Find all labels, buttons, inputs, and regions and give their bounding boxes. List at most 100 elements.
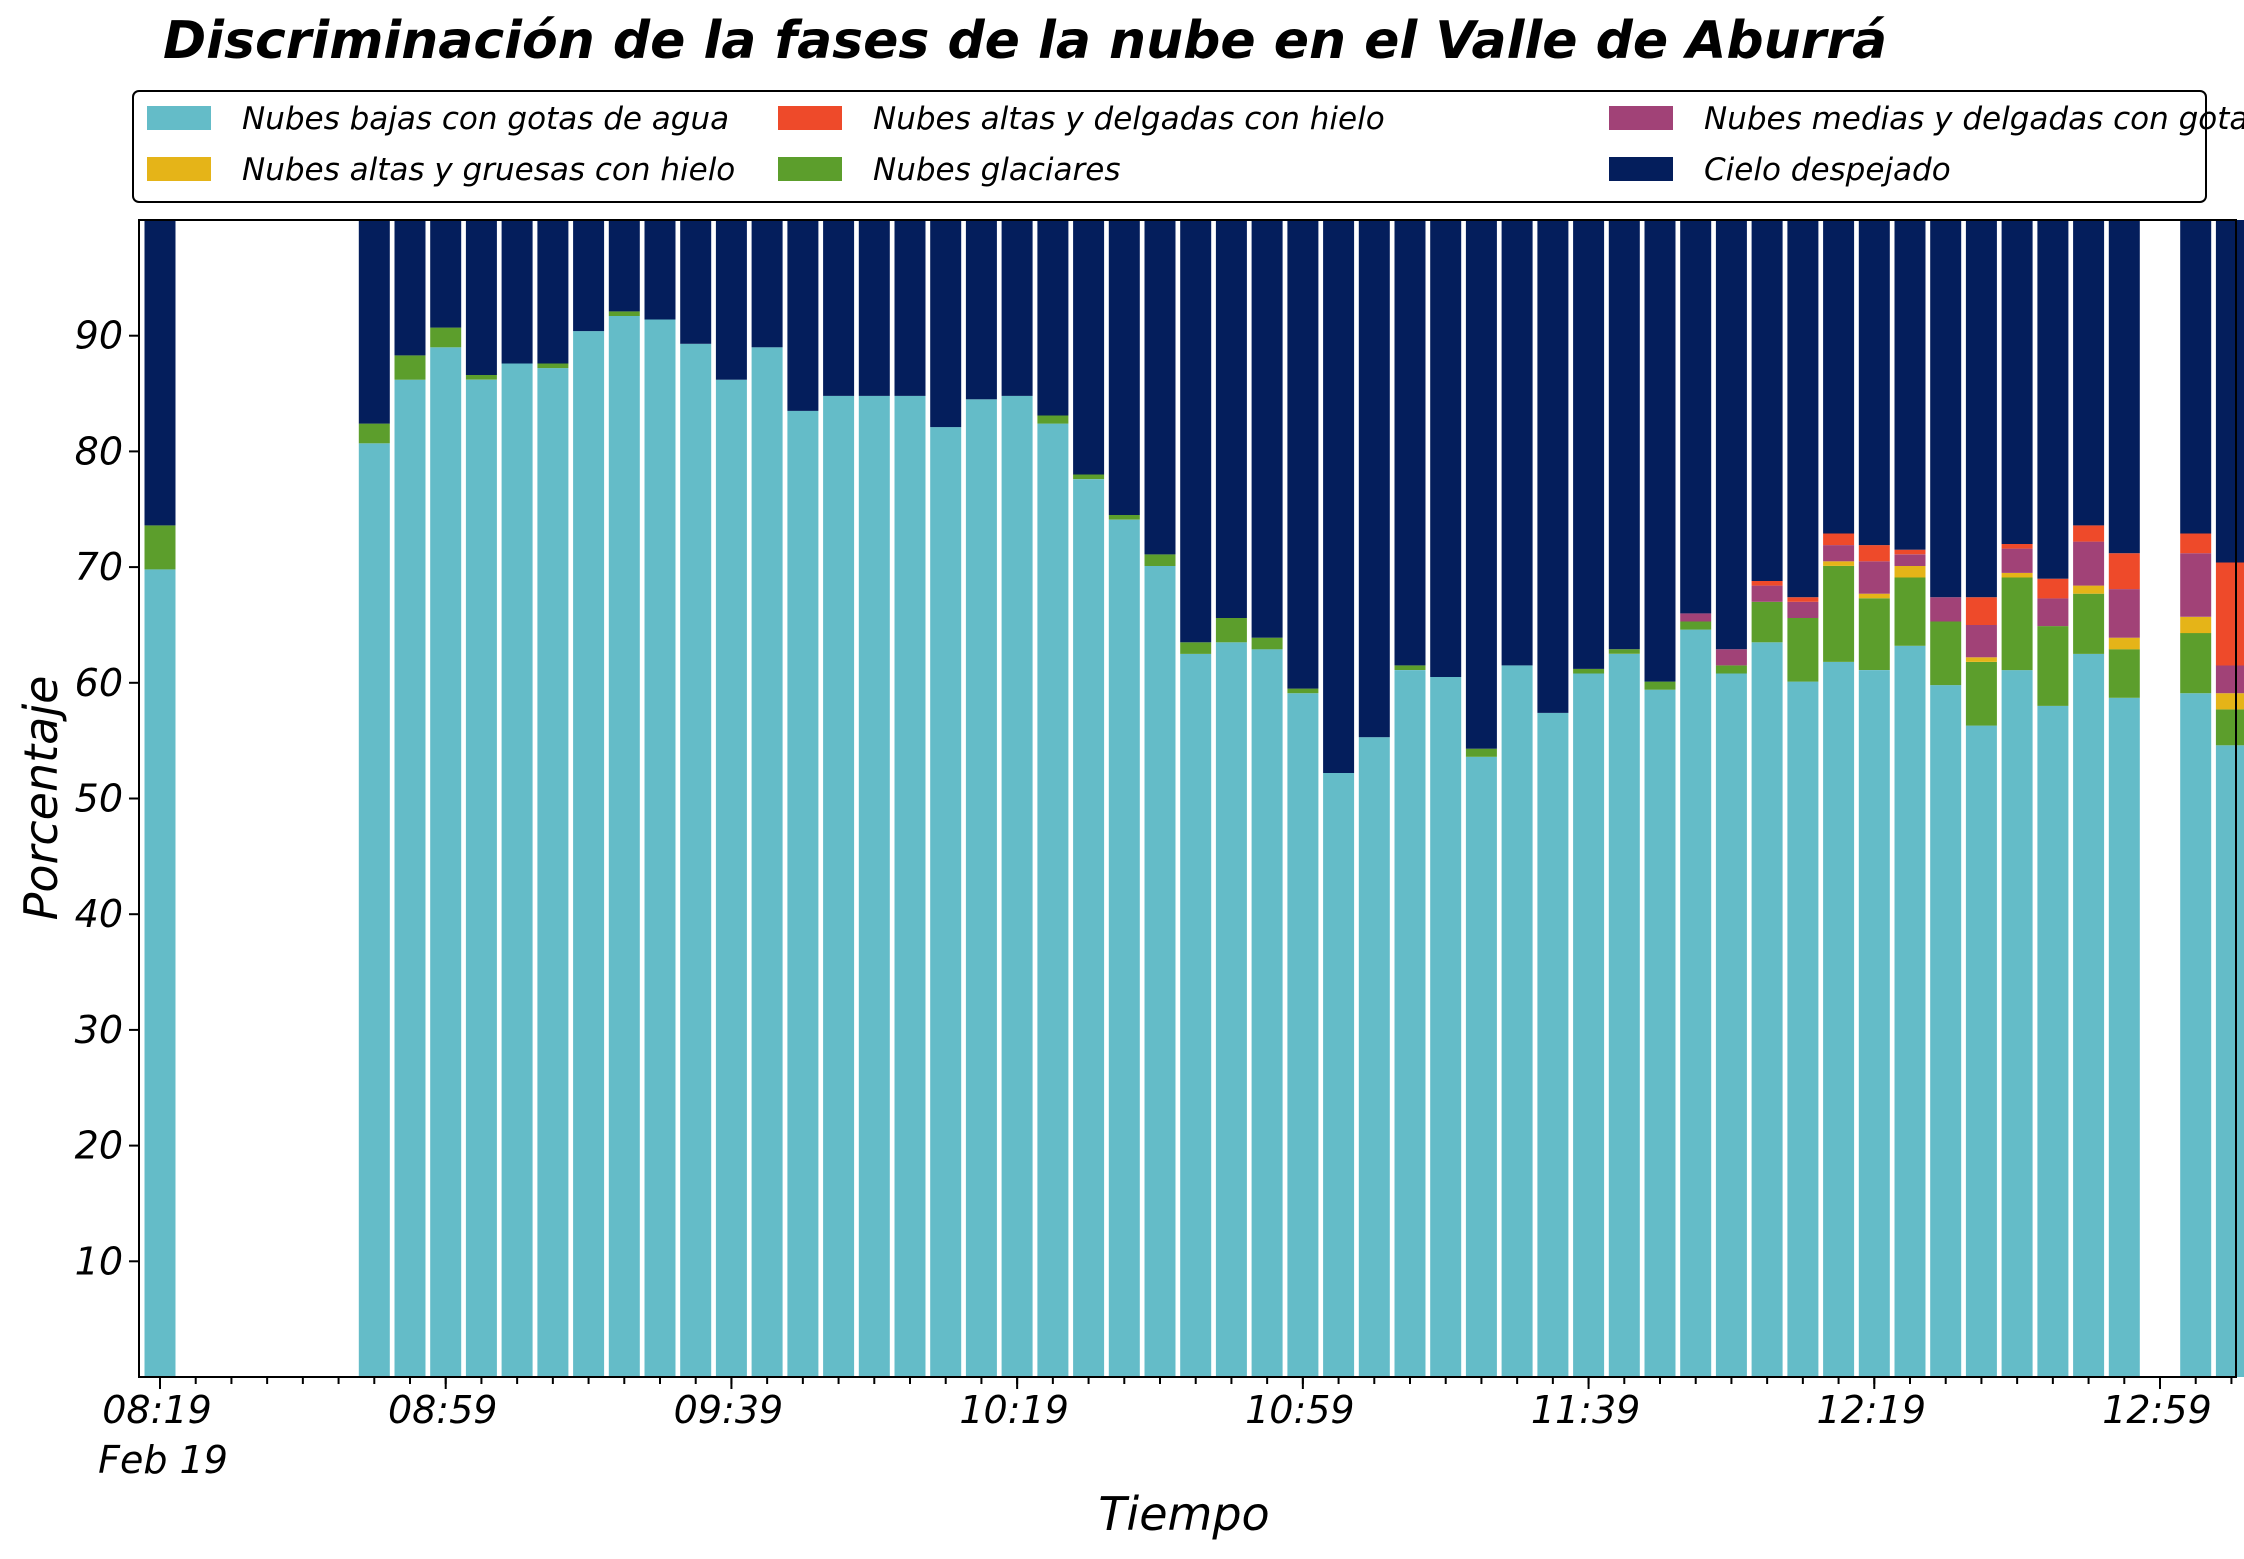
bar-segment-1039-s0 — [1144, 565, 1176, 1377]
bar-segment-0949-s5 — [787, 220, 819, 411]
x-axis: Feb 19 08:19 08:59 09:39 10:19 10:59 11:39 12:… — [98, 1377, 2233, 1482]
bar-segment-1044-s5 — [1180, 220, 1212, 643]
bar-segment-1244-s5 — [2037, 220, 2069, 579]
bar-segment-1204-s3 — [1751, 585, 1783, 602]
bar-segment-1234-s2 — [1965, 657, 1997, 662]
bar-segment-1219-s3 — [1858, 561, 1890, 594]
bar-segment-1309-s0 — [2215, 745, 2244, 1377]
bar-segment-1124-s5 — [1465, 220, 1497, 749]
legend-entry-label: Cielo despejado — [1704, 152, 1951, 188]
bar-segment-1224-s4 — [1894, 549, 1926, 555]
y-tick-label: 50 — [75, 777, 123, 821]
bar-segment-1254-s4 — [2108, 553, 2140, 590]
bar-segment-1049-s1 — [1215, 618, 1247, 643]
bar-segment-1204-s5 — [1751, 220, 1783, 581]
bar-segment-1029-s5 — [1073, 220, 1105, 475]
bar-segment-1044-s0 — [1180, 653, 1212, 1377]
bar-segment-1214-s3 — [1823, 545, 1855, 562]
bar-segment-0924-s0 — [608, 316, 640, 1377]
bar-segment-1054-s0 — [1251, 649, 1283, 1377]
bar-segment-1159-s1 — [1715, 665, 1747, 674]
bar-segment-1049-s5 — [1215, 220, 1247, 618]
bar-segment-0909-s5 — [501, 220, 533, 364]
bar-segment-0959-s0 — [858, 395, 890, 1377]
bar-segment-1139-s1 — [1573, 668, 1605, 674]
bar-segment-1154-s3 — [1680, 613, 1712, 622]
bar-segment-1254-s1 — [2108, 649, 2140, 698]
bar-segment-1004-s5 — [894, 220, 926, 396]
legend-swatch — [1609, 106, 1673, 130]
bar-segment-1309-s4 — [2215, 562, 2244, 666]
bar-segment-1249-s0 — [2073, 653, 2105, 1377]
legend-swatch — [778, 157, 842, 181]
bar-segment-1124-s1 — [1465, 748, 1497, 757]
legend-entry-label: Nubes bajas con gotas de agua — [242, 101, 729, 137]
bar-segment-0849-s0 — [358, 443, 390, 1377]
bar-segment-1239-s3 — [2001, 548, 2033, 573]
bar-segment-0849-s1 — [358, 423, 390, 444]
bar-segment-1019-s0 — [1001, 395, 1033, 1377]
bar-segment-0924-s1 — [608, 311, 640, 316]
bar-segment-1059-s5 — [1287, 220, 1319, 689]
legend-entry-label: Nubes glaciares — [873, 152, 1121, 188]
bar-segment-1309-s3 — [2215, 665, 2244, 694]
bar-segment-1234-s4 — [1965, 597, 1997, 625]
bar-segment-0819-s0 — [144, 569, 176, 1377]
bar-segment-1249-s1 — [2073, 593, 2105, 654]
bar-segment-1044-s1 — [1180, 642, 1212, 654]
bar-segment-1304-s4 — [2180, 533, 2212, 554]
bar-segment-1219-s5 — [1858, 220, 1890, 546]
bar-segment-1219-s4 — [1858, 545, 1890, 562]
bar-segment-1009-s5 — [930, 220, 962, 428]
bar-segment-1224-s2 — [1894, 565, 1926, 578]
bar-segment-1014-s0 — [965, 399, 997, 1377]
bar-segment-1229-s5 — [1930, 220, 1962, 598]
bar-segment-1004-s0 — [894, 395, 926, 1377]
bar-segment-1134-s0 — [1537, 712, 1569, 1377]
bar-segment-1209-s1 — [1787, 618, 1819, 682]
bar-segment-1134-s5 — [1537, 220, 1569, 713]
bar-segment-1039-s5 — [1144, 220, 1176, 555]
bar-segment-1214-s5 — [1823, 220, 1855, 534]
bar-segment-0919-s0 — [573, 331, 605, 1378]
bar-segment-1234-s3 — [1965, 624, 1997, 658]
legend-entry-label: Nubes altas y delgadas con hielo — [873, 101, 1385, 137]
bar-segment-1209-s5 — [1787, 220, 1819, 598]
bar-segment-0854-s0 — [394, 379, 426, 1377]
bar-segment-1229-s0 — [1930, 685, 1962, 1377]
legend-swatch — [147, 106, 211, 130]
bar-segment-0929-s5 — [644, 220, 676, 320]
x-tick-label: 10:59 — [1245, 1388, 1355, 1432]
bar-segment-0909-s0 — [501, 363, 533, 1377]
bar-segment-1254-s5 — [2108, 220, 2140, 554]
bar-segment-1204-s0 — [1751, 642, 1783, 1377]
bar-segment-1239-s5 — [2001, 220, 2033, 544]
x-axis-label: Tiempo — [1098, 1487, 1269, 1541]
bar-segment-1224-s3 — [1894, 554, 1926, 566]
y-axis-label: Porcentaje — [14, 676, 68, 921]
chart-title: Discriminación de la fases de la nube en… — [163, 11, 1887, 71]
bar-segment-1239-s4 — [2001, 544, 2033, 549]
bar-segment-1239-s2 — [2001, 572, 2033, 578]
bar-segment-1034-s1 — [1108, 515, 1140, 520]
bar-segment-1249-s3 — [2073, 541, 2105, 586]
bar-segment-1234-s5 — [1965, 220, 1997, 598]
bar-segment-0944-s0 — [751, 347, 783, 1377]
bar-segment-1049-s0 — [1215, 642, 1247, 1377]
bar-segment-0819-s1 — [144, 525, 176, 570]
bar-segment-1254-s0 — [2108, 697, 2140, 1377]
bar-segment-0854-s5 — [394, 220, 426, 356]
x-tick-label: 08:59 — [388, 1388, 498, 1432]
x-tick-label: 08:19 — [102, 1388, 212, 1432]
bar-segment-1144-s1 — [1608, 649, 1640, 654]
bar-segment-1209-s3 — [1787, 601, 1819, 618]
bar-segment-0849-s5 — [358, 220, 390, 424]
bar-segment-1054-s5 — [1251, 220, 1283, 638]
bar-segment-0904-s5 — [465, 220, 497, 375]
plot-area — [138, 219, 2244, 1378]
y-tick-label: 30 — [75, 1008, 123, 1052]
legend-entry-label: Nubes medias y delgadas con gotas de agu… — [1704, 101, 2244, 137]
bar-segment-1239-s1 — [2001, 577, 2033, 671]
bar-segment-1024-s5 — [1037, 220, 1069, 416]
